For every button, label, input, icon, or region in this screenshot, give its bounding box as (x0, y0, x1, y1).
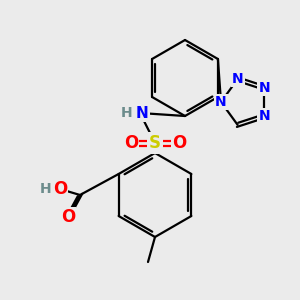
Text: N: N (259, 109, 270, 123)
Text: O: O (124, 134, 138, 152)
Text: H: H (40, 182, 52, 196)
Text: N: N (136, 106, 148, 121)
Text: H: H (120, 106, 132, 120)
Text: S: S (149, 134, 161, 152)
Text: O: O (61, 208, 75, 226)
Text: O: O (53, 180, 67, 198)
Text: N: N (259, 81, 270, 95)
Text: N: N (232, 72, 243, 86)
Text: N: N (215, 95, 227, 109)
Text: O: O (172, 134, 186, 152)
